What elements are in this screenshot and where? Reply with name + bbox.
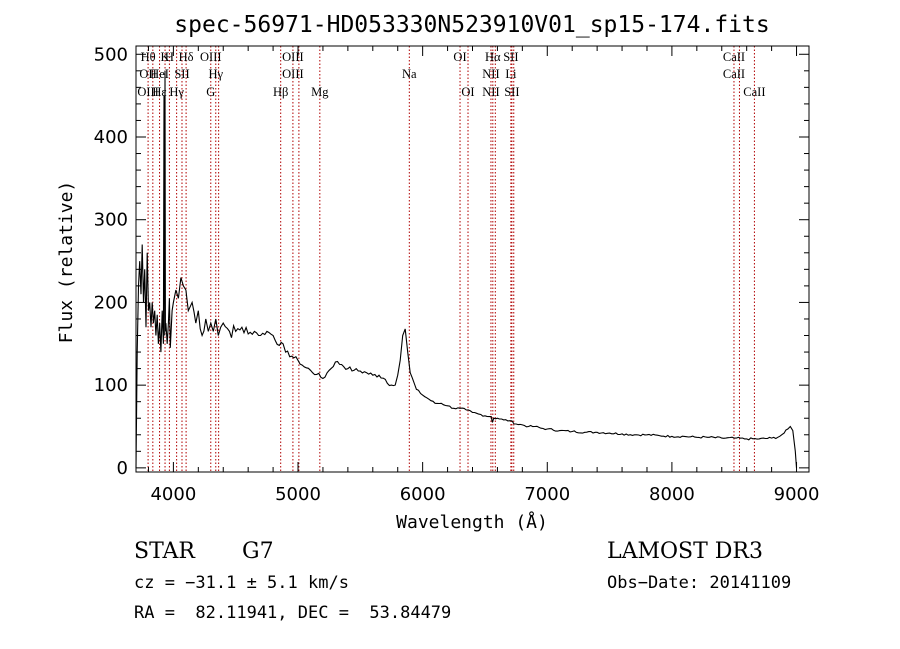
spectral-line-label: Hδ (179, 50, 194, 64)
y-tick-label: 500 (94, 44, 128, 65)
x-tick-label: 9000 (774, 484, 820, 505)
spectral-line-label: OIII (137, 85, 159, 99)
y-tick-label: 400 (94, 127, 128, 148)
x-tick-label: 4000 (150, 484, 196, 505)
object-subclass: G7 (242, 539, 274, 564)
x-axis-label: Wavelength (Å) (396, 511, 548, 533)
x-tick-label: 5000 (275, 484, 321, 505)
spectral-line-label: OIII (282, 50, 304, 64)
x-tick-label: 8000 (649, 484, 695, 505)
spectral-line-label: OII (139, 67, 156, 81)
spectral-line-label: SII (504, 85, 519, 99)
y-tick-label: 100 (94, 375, 128, 396)
spectral-line-label: Hθ (141, 50, 156, 64)
spectral-line-label: K (161, 50, 170, 64)
spectral-line-label: H (165, 50, 174, 64)
spectral-line-label: Na (402, 67, 417, 81)
spectral-line-label: Hε (152, 85, 166, 99)
spectral-line-labels: Hθ OII OIII HeI Hε KH Hγ SII Hδ OIII G Hγ Hβ OIII OIII… (137, 50, 765, 99)
spectral-line-label: OI (453, 50, 466, 64)
chart-title: spec-56971-HD053330N523910V01_sp15-174.f… (174, 12, 769, 38)
spectral-line-label: HeI (150, 67, 169, 81)
redshift-velocity: cz = −31.1 ± 5.1 km/s (134, 573, 349, 593)
y-tick-label: 200 (94, 292, 128, 313)
spectral-line-label: CaII (723, 50, 745, 64)
survey-name: LAMOST DR3 (607, 539, 763, 564)
observation-date: Obs−Date: 20141109 (607, 573, 792, 593)
spectral-line-label: OI (461, 85, 474, 99)
plot-frame (135, 45, 810, 473)
x-tick-label: 7000 (524, 484, 570, 505)
spectral-line-label: OIII (282, 67, 304, 81)
flux-series-line (135, 70, 798, 468)
spectral-line-label: CaII (723, 67, 745, 81)
sky-coordinates: RA = 82.11941, DEC = 53.84479 (134, 603, 452, 623)
spectral-line-label: NII (482, 85, 499, 99)
spectral-line-label: NII (482, 67, 499, 81)
spectral-line-label: SII (174, 67, 189, 81)
spectral-line-label: Li (505, 67, 517, 81)
spectral-line-label: Mg (311, 85, 329, 99)
y-axis-ticks: 0 100 200 300 400 500 (94, 44, 809, 479)
spectral-line-label: Hγ (208, 67, 223, 81)
spectral-line-label: Hβ (273, 85, 288, 99)
spectral-line-label: Hα (485, 50, 501, 64)
x-tick-label: 6000 (400, 484, 446, 505)
spectral-line-label: G (206, 85, 215, 99)
y-axis-label: Flux (relative) (56, 181, 77, 344)
y-tick-label: 0 (117, 458, 128, 479)
x-axis-ticks: 4000 5000 6000 7000 8000 9000 (147, 46, 820, 505)
object-class: STAR (134, 539, 195, 564)
spectral-line-label: Hγ (169, 85, 184, 99)
spectral-line-label: SII (503, 50, 518, 64)
spectral-line-label: OIII (200, 50, 222, 64)
spectral-line-label: CaII (743, 85, 765, 99)
y-tick-label: 300 (94, 210, 128, 231)
